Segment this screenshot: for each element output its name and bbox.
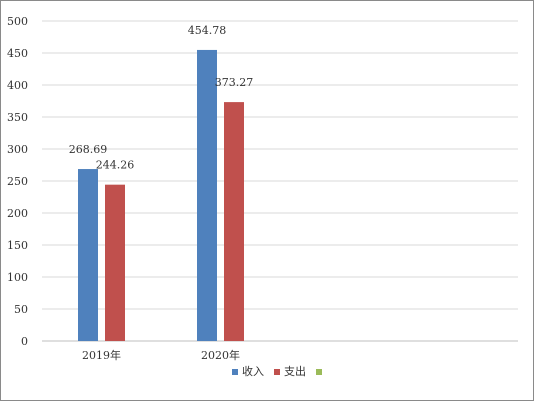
legend-label: 收入 <box>242 364 264 378</box>
x-tick-label: 2020年 <box>201 348 240 362</box>
y-tick-label: 150 <box>7 239 28 252</box>
y-tick-label: 350 <box>7 111 28 124</box>
x-tick-label: 2019年 <box>82 348 121 362</box>
data-label: 454.78 <box>188 24 227 37</box>
data-label: 244.26 <box>96 159 135 172</box>
y-tick-label: 50 <box>14 303 28 316</box>
bar <box>78 169 98 341</box>
bar <box>105 184 125 341</box>
y-tick-label: 400 <box>7 79 28 92</box>
y-tick-label: 200 <box>7 207 28 220</box>
legend: 收入 支出 <box>232 364 322 378</box>
legend-swatch <box>232 369 238 375</box>
legend-swatch <box>316 369 322 375</box>
y-tick-label: 300 <box>7 143 28 156</box>
y-tick-label: 250 <box>7 175 28 188</box>
y-tick-label: 100 <box>7 271 28 284</box>
y-tick-label: 500 <box>7 15 28 28</box>
bar <box>197 49 217 342</box>
data-labels: 268.69 244.26 454.78 373.27 <box>69 24 254 172</box>
bar <box>224 102 244 341</box>
data-label: 268.69 <box>69 143 108 156</box>
y-tick-label: 0 <box>21 335 28 348</box>
legend-label: 支出 <box>284 364 306 378</box>
data-label: 373.27 <box>215 76 254 89</box>
legend-swatch <box>274 369 280 375</box>
bars <box>78 49 244 342</box>
y-tick-label: 450 <box>7 47 28 60</box>
y-axis: 0 50 100 150 200 250 300 350 400 450 500 <box>7 15 28 348</box>
x-axis: 2019年 2020年 <box>82 348 240 362</box>
